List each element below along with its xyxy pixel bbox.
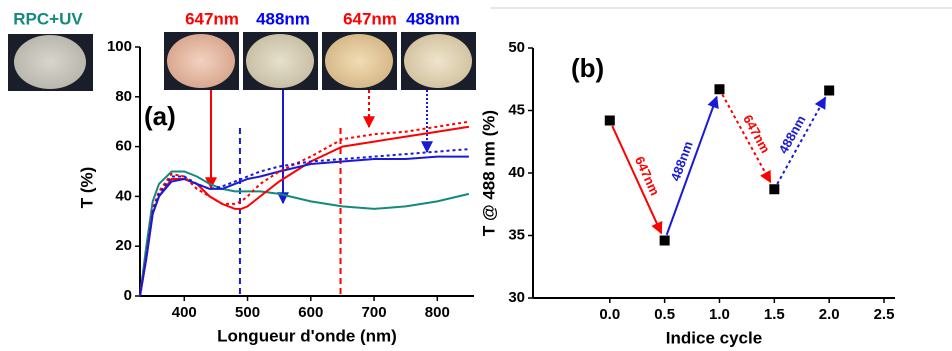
- annotation: RPC+UV: [13, 9, 83, 28]
- x-tick-label: 0.0: [599, 306, 620, 323]
- y-tick-label: 80: [115, 88, 132, 105]
- point: [824, 85, 835, 96]
- y-tick-label: 40: [115, 187, 132, 204]
- y-tick-label: 30: [508, 289, 525, 306]
- y-tick-label: 35: [508, 226, 525, 243]
- panel-label: (a): [144, 101, 176, 131]
- annotation: 647nm: [185, 9, 239, 28]
- point: [714, 84, 725, 95]
- panel-label: (b): [571, 53, 604, 83]
- y-tick-label: 20: [115, 237, 132, 254]
- point: [769, 184, 780, 195]
- point: [659, 235, 670, 246]
- x-tick-label: 2.5: [874, 306, 895, 323]
- x-tick-label: 2.0: [819, 306, 840, 323]
- segment: [611, 125, 663, 235]
- photo-disc: [14, 35, 86, 89]
- photo-disc: [246, 34, 314, 88]
- series-line: [139, 125, 470, 297]
- x-tick-label: 700: [362, 304, 387, 321]
- series-line: [139, 170, 470, 297]
- y-tick-label: 40: [508, 164, 525, 181]
- x-axis-title: Indice cycle: [666, 328, 762, 347]
- y-tick-label: 50: [508, 39, 525, 56]
- annotation: 488nm: [256, 9, 310, 28]
- x-tick-label: 500: [235, 304, 260, 321]
- y-tick-label: 45: [508, 101, 525, 118]
- y-axis-title: T @ 488 nm (%): [479, 110, 498, 236]
- segment-label: 488nm: [668, 139, 696, 183]
- photo-disc: [325, 34, 393, 88]
- y-tick-label: 0: [124, 287, 132, 304]
- series-line: [139, 120, 470, 297]
- point: [604, 115, 615, 126]
- x-tick-label: 1.5: [764, 306, 785, 323]
- annotation: 488nm: [406, 9, 460, 28]
- x-tick-label: 600: [298, 304, 323, 321]
- series-line: [139, 148, 469, 297]
- x-tick-label: 800: [425, 304, 450, 321]
- segment-label: 647nm: [632, 154, 663, 198]
- segment: [721, 94, 772, 184]
- arrows: [205, 90, 433, 205]
- y-tick-label: 60: [115, 138, 132, 155]
- x-tick-label: 0.5: [654, 306, 675, 323]
- photo-disc: [404, 34, 472, 88]
- y-tick-label: 100: [107, 38, 132, 55]
- x-axis-title: Longueur d'onde (nm): [217, 326, 397, 345]
- x-tick-label: 400: [172, 304, 197, 321]
- x-tick-label: 1.0: [709, 306, 730, 323]
- series-line: [139, 155, 469, 297]
- segment-label: 647nm: [740, 112, 773, 155]
- segment: [776, 96, 827, 185]
- sample-images: [8, 32, 476, 91]
- segment: [665, 95, 719, 236]
- y-axis-title: T (%): [77, 167, 96, 209]
- annotation: 647nm: [343, 9, 397, 28]
- photo-disc: [167, 34, 235, 88]
